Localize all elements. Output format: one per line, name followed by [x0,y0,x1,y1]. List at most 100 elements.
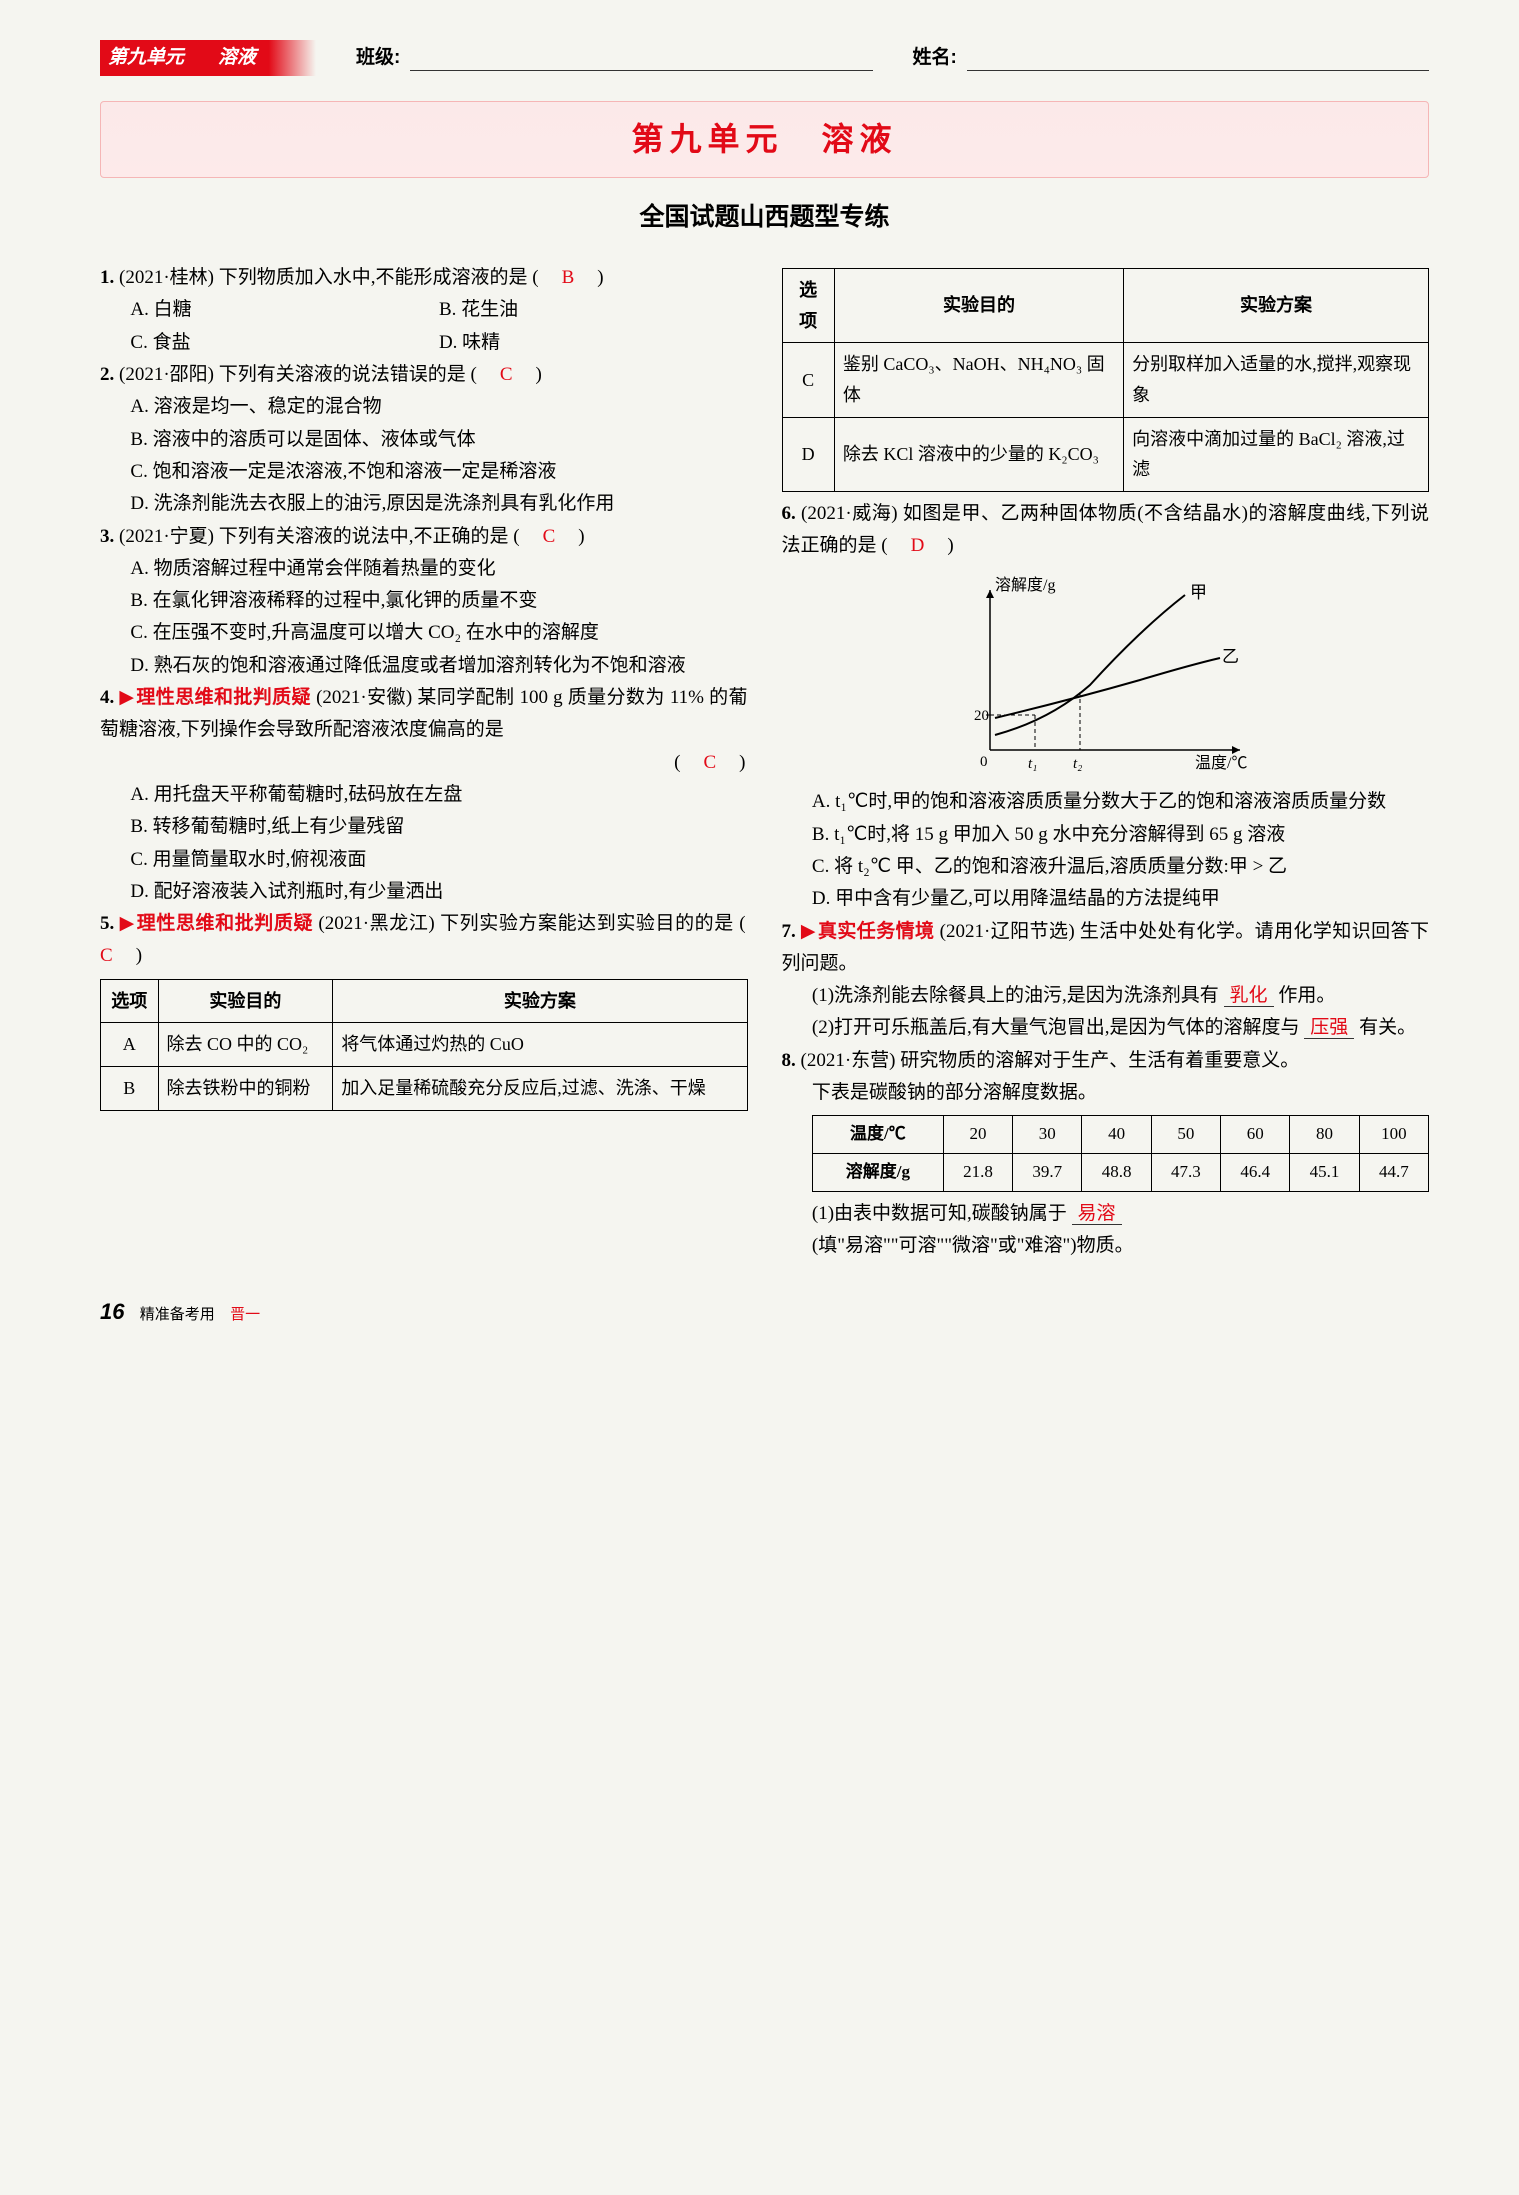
q3-stem: 下列有关溶液的说法中,不正确的是 [219,526,509,547]
q7-src: (2021·辽阳节选) [940,921,1075,942]
svg-text:乙: 乙 [1222,647,1239,666]
q5-stem: 下列实验方案能达到实验目的的是 [440,913,734,934]
svg-text:溶解度/g: 溶解度/g [995,576,1055,594]
q7-tag: 真实任务情境 [818,921,935,942]
q3-optD: D. 熟石灰的饱和溶液通过降低温度或者增加溶剂转化为不饱和溶液 [130,650,747,682]
q8-lead: 下表是碳酸钠的部分溶解度数据。 [812,1077,1429,1109]
q4-answer: C [703,752,718,773]
th-purpose: 实验目的 [834,269,1123,343]
q2-optA: A. 溶液是均一、稳定的混合物 [130,391,747,423]
q2-num: 2. [100,364,114,385]
svg-text:温度/℃: 温度/℃ [1195,754,1247,772]
q8-data-table: 温度/℃ 20 30 40 50 60 80 100 溶解度/g 21.8 39… [812,1115,1429,1192]
q8-stem: 研究物质的溶解对于生产、生活有着重要意义。 [900,1050,1299,1071]
q6-answer: D [911,535,927,556]
q6-optB: B. t₁℃时,将 15 g 甲加入 50 g 水中充分溶解得到 65 g 溶液 [812,819,1429,851]
q5-table-part1: 选项 实验目的 实验方案 A 除去 CO 中的 CO₂ 将气体通过灼热的 CuO… [100,979,748,1111]
q1-src: (2021·桂林) [119,267,214,288]
table-row: B 除去铁粉中的铜粉 加入足量稀硫酸充分反应后,过滤、洗涤、干燥 [101,1066,748,1110]
answer-paren: ( C ) [513,526,586,547]
answer-paren: ( B ) [532,267,605,288]
title-banner: 第九单元 溶液 [100,101,1429,177]
q2-optB: B. 溶液中的溶质可以是固体、液体或气体 [130,424,747,456]
table-row: C 鉴别 CaCO₃、NaOH、NH₄NO₃ 固体 分别取样加入适量的水,搅拌,… [782,343,1429,417]
question-5: 5. ▶理性思维和批判质疑 (2021·黑龙江) 下列实验方案能达到实验目的的是… [100,908,748,1110]
q4-optA: A. 用托盘天平称葡萄糖时,砝码放在左盘 [130,779,747,811]
page-header: 第九单元 溶液 班级: 姓名: [100,40,1429,76]
footer-brand: 晋一 [230,1306,260,1323]
q2-answer: C [500,364,515,385]
q7-p1b: 作用。 [1278,985,1335,1006]
th-option: 选项 [782,269,834,343]
q3-num: 3. [100,526,114,547]
q7-blank2[interactable]: 压强 [1304,1017,1354,1039]
table-row: D 除去 KCl 溶液中的少量的 K₂CO₃ 向溶液中滴加过量的 BaCl₂ 溶… [782,417,1429,491]
q6-optA: A. t₁℃时,甲的饱和溶液溶质质量分数大于乙的饱和溶液溶质质量分数 [812,786,1429,818]
th-scheme: 实验方案 [333,979,747,1023]
question-8: 8. (2021·东营) 研究物质的溶解对于生产、生活有着重要意义。 下表是碳酸… [782,1045,1430,1263]
right-column: 选项 实验目的 实验方案 C 鉴别 CaCO₃、NaOH、NH₄NO₃ 固体 分… [782,262,1430,1263]
q8-num: 8. [782,1050,796,1071]
th-scheme: 实验方案 [1124,269,1429,343]
q1-answer: B [562,267,577,288]
page-title: 第九单元 溶液 [101,112,1428,166]
q3-optC: C. 在压强不变时,升高温度可以增大 CO₂ 在水中的溶解度 [130,617,747,649]
q7-p1a: (1)洗涤剂能去除餐具上的油污,是因为洗涤剂具有 [812,985,1219,1006]
question-3: 3. (2021·宁夏) 下列有关溶液的说法中,不正确的是 ( C ) A. 物… [100,521,748,682]
q7-blank1[interactable]: 乳化 [1224,985,1274,1007]
q4-tag: 理性思维和批判质疑 [136,687,311,708]
question-7: 7. ▶真实任务情境 (2021·辽阳节选) 生活中处处有化学。请用化学知识回答… [782,916,1430,1045]
q4-optD: D. 配好溶液装入试剂瓶时,有少量洒出 [130,876,747,908]
q7-num: 7. [782,921,796,942]
q8-blank1[interactable]: 易溶 [1072,1203,1122,1225]
class-label: 班级: [356,42,400,74]
q1-optD: D. 味精 [439,327,748,359]
svg-text:0: 0 [980,754,988,770]
q6-num: 6. [782,503,796,524]
q3-optB: B. 在氯化钾溶液稀释的过程中,氯化钾的质量不变 [130,585,747,617]
q2-optD: D. 洗涤剂能洗去衣服上的油污,原因是洗涤剂具有乳化作用 [130,488,747,520]
q6-optD: D. 甲中含有少量乙,可以用降温结晶的方法提纯甲 [812,883,1429,915]
q6-src: (2021·威海) [801,503,898,524]
answer-paren: ( C ) [100,747,748,779]
subtitle: 全国试题山西题型专练 [100,196,1429,239]
footer-text: 精准备考用 [140,1306,215,1323]
class-blank[interactable] [410,45,872,72]
svg-text:t₁: t₁ [1028,756,1037,772]
name-label: 姓名: [913,42,957,74]
q1-num: 1. [100,267,114,288]
q3-answer: C [543,526,558,547]
q8-p1a: (1)由表中数据可知,碳酸钠属于 [812,1203,1067,1224]
q1-stem: 下列物质加入水中,不能形成溶液的是 [219,267,528,288]
topic-tag: 溶液 [198,40,316,76]
q6-optC: C. 将 t₂℃ 甲、乙的饱和溶液升温后,溶质质量分数:甲 > 乙 [812,851,1429,883]
question-6: 6. (2021·威海) 如图是甲、乙两种固体物质(不含结晶水)的溶解度曲线,下… [782,498,1430,916]
question-2: 2. (2021·邵阳) 下列有关溶液的说法错误的是 ( C ) A. 溶液是均… [100,359,748,520]
q8-src: (2021·东营) [801,1050,896,1071]
q5-table-part2: 选项 实验目的 实验方案 C 鉴别 CaCO₃、NaOH、NH₄NO₃ 固体 分… [782,268,1430,492]
q1-optA: A. 白糖 [130,294,439,326]
q7-p2a: (2)打开可乐瓶盖后,有大量气泡冒出,是因为气体的溶解度与 [812,1017,1300,1038]
answer-paren: ( C ) [471,364,544,385]
question-1: 1. (2021·桂林) 下列物质加入水中,不能形成溶液的是 ( B ) A. … [100,262,748,359]
svg-text:t₂: t₂ [1073,756,1082,772]
name-blank[interactable] [967,45,1429,72]
unit-tag: 第九单元 [100,40,198,76]
answer-paren: ( D ) [881,535,955,556]
page-footer: 16 精准备考用 晋一 [100,1293,1429,1330]
q3-src: (2021·宁夏) [119,526,214,547]
q4-optC: C. 用量筒量取水时,俯视液面 [130,844,747,876]
question-4: 4. ▶理性思维和批判质疑 (2021·安徽) 某同学配制 100 g 质量分数… [100,682,748,908]
left-column: 1. (2021·桂林) 下列物质加入水中,不能形成溶液的是 ( B ) A. … [100,262,748,1263]
q1-optB: B. 花生油 [439,294,748,326]
q4-src: (2021·安徽) [316,687,412,708]
th-option: 选项 [101,979,159,1023]
tag-icon: ▶ [119,687,134,708]
table-row: A 除去 CO 中的 CO₂ 将气体通过灼热的 CuO [101,1023,748,1067]
solubility-chart: 溶解度/g 温度/℃ 20 0 甲 乙 t₁ t₂ [940,570,1270,780]
q2-optC: C. 饱和溶液一定是浓溶液,不饱和溶液一定是稀溶液 [130,456,747,488]
q5-src: (2021·黑龙江) [318,913,434,934]
q4-num: 4. [100,687,114,708]
tag-icon: ▶ [801,921,816,942]
q5-answer: C [100,945,115,966]
